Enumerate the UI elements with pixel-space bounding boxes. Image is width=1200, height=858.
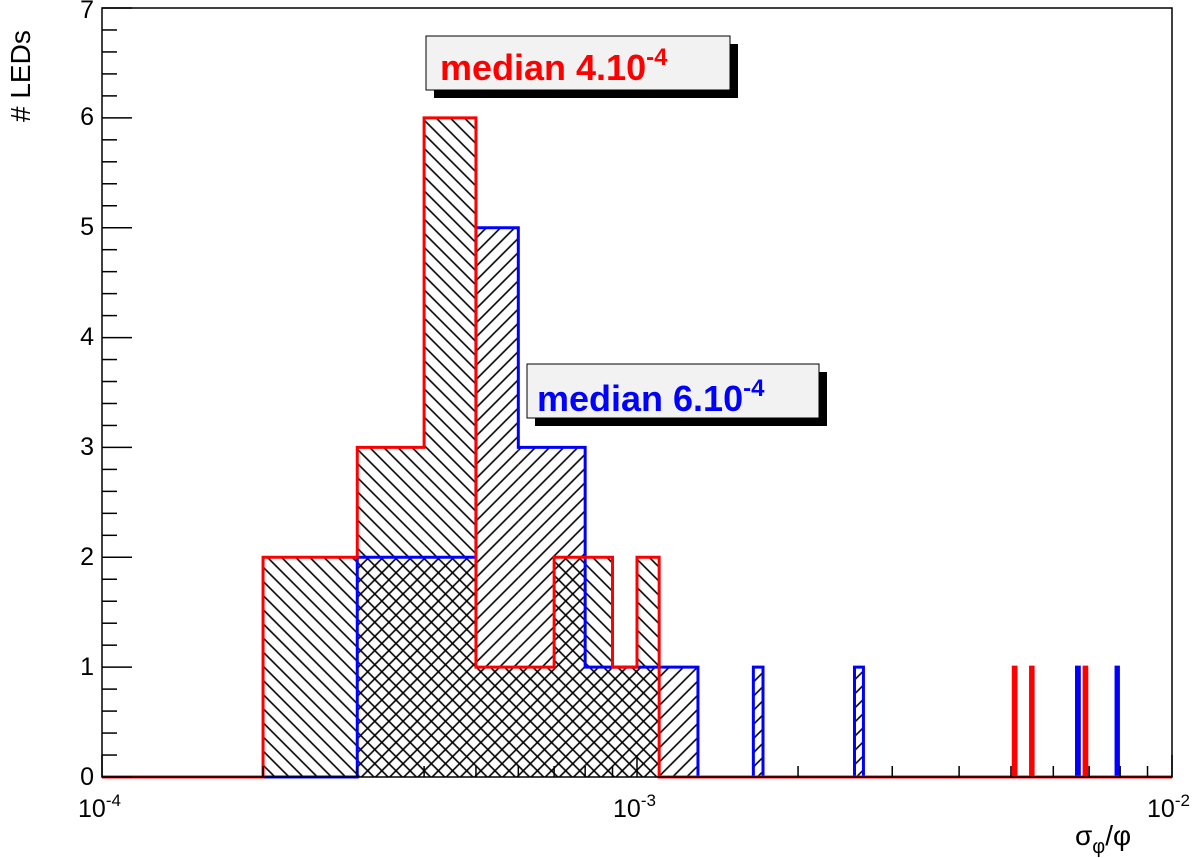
y-tick-label: 6 xyxy=(80,103,94,131)
blue-median-annotation: median 6.10-4 xyxy=(526,363,827,426)
y-tick-label: 3 xyxy=(80,433,94,461)
red-median-annotation: median 4.10-4 xyxy=(425,35,738,98)
x-tick-label-1e-4: 10-4 xyxy=(78,791,121,823)
red-bar xyxy=(475,667,555,777)
x-tick-labels: 10-4 10-3 10-2 xyxy=(78,791,1190,823)
x-tick-label-1e-3: 10-3 xyxy=(613,791,656,823)
red-bar xyxy=(263,557,358,777)
y-tick-label: 2 xyxy=(80,543,94,571)
red-bar xyxy=(424,117,476,778)
x-axis-ticks xyxy=(101,755,1173,777)
y-tick-label: 1 xyxy=(80,653,94,681)
y-axis-title: # LEDs xyxy=(5,30,36,122)
y-axis-ticks xyxy=(102,7,132,778)
y-tick-label: 4 xyxy=(80,323,94,351)
red-bar xyxy=(357,447,425,777)
y-tick-label: 0 xyxy=(80,763,94,791)
blue-bar xyxy=(854,667,864,777)
red-bar xyxy=(612,667,637,777)
y-tick-label: 5 xyxy=(80,213,94,241)
red-median-label: median 4.10-4 xyxy=(440,44,668,88)
x-tick-label-1e-2: 10-2 xyxy=(1147,791,1190,823)
blue-bar xyxy=(753,667,764,777)
y-tick-labels: 0 1 2 3 4 5 6 7 xyxy=(80,0,94,791)
x-axis-title: σφ/φ xyxy=(1075,820,1131,858)
blue-median-box xyxy=(526,363,820,419)
y-tick-label: 7 xyxy=(80,0,94,24)
red-series-bars xyxy=(263,117,1087,778)
red-median-box xyxy=(425,35,731,91)
blue-median-label: median 6.10-4 xyxy=(537,375,765,419)
